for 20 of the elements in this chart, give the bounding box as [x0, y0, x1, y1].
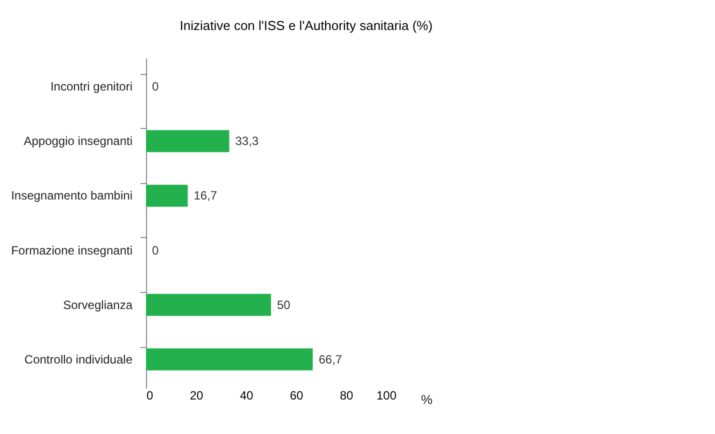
data-label: 33,3 [235, 134, 259, 148]
x-tick-label: 60 [290, 388, 304, 402]
data-label: 0 [152, 243, 159, 258]
x-tick-label: 20 [190, 388, 204, 402]
x-axis-title: % [421, 392, 433, 407]
data-label: 16,7 [194, 188, 218, 203]
x-tick-label: 40 [240, 388, 254, 402]
x-tick-label: 80 [340, 388, 354, 402]
x-tick-label: 0 [146, 388, 154, 402]
y-tick-label: Formazione insegnanti [11, 243, 132, 258]
chart-title: Iniziative con l'ISS e l'Authority sanitaria (%) [180, 18, 433, 33]
y-tick-label: Incontri genitori [50, 80, 132, 94]
x-tick-label: 100 [376, 388, 397, 402]
data-label: 50 [277, 298, 291, 312]
data-label: 0 [152, 80, 159, 94]
y-tick-label: Insegnamento bambini [11, 188, 132, 203]
data-label: 66,7 [318, 352, 342, 366]
y-tick-label: Appoggio insegnanti [24, 134, 132, 148]
y-tick-label: Controllo individuale [24, 352, 133, 366]
y-tick-label: Sorveglianza [63, 298, 133, 312]
